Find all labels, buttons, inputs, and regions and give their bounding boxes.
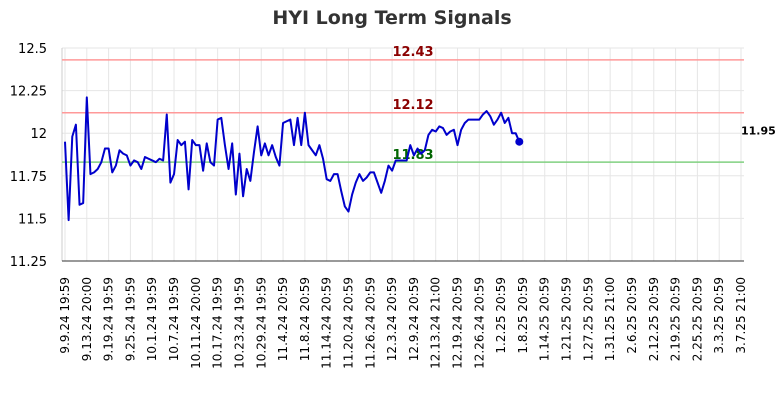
last-point-label: 11.95 xyxy=(741,125,776,138)
x-tick-label: 11.26.24 20:59 xyxy=(363,277,377,369)
y-tick-label: 12 xyxy=(30,127,47,142)
x-tick-label: 10.7.24 19:59 xyxy=(167,277,181,361)
x-tick-label: 9.19.24 19:59 xyxy=(102,277,116,361)
x-tick-label: 11.20.24 20:59 xyxy=(341,277,355,369)
x-tick-label: 10.17.24 19:59 xyxy=(211,277,225,369)
x-tick-label: 3.7.25 21:00 xyxy=(734,277,748,354)
reference-line-label: 12.43 xyxy=(392,45,433,60)
x-tick-label: 12.13.24 21:00 xyxy=(429,277,443,369)
x-tick-label: 11.4.24 20:59 xyxy=(276,277,290,361)
x-tick-label: 1.8.25 20:59 xyxy=(516,277,530,354)
x-tick-label: 1.2.25 20:59 xyxy=(494,277,508,354)
chart-title: HYI Long Term Signals xyxy=(272,7,512,29)
x-tick-label: 1.21.25 20:59 xyxy=(560,277,574,361)
reference-line-label: 12.12 xyxy=(392,98,433,113)
y-tick-label: 11.5 xyxy=(18,212,47,227)
x-tick-label: 12.26.24 20:59 xyxy=(472,277,486,369)
y-tick-label: 11.75 xyxy=(10,170,47,185)
x-tick-label: 10.1.24 19:59 xyxy=(145,277,159,361)
x-tick-label: 11.8.24 20:59 xyxy=(298,277,312,361)
x-tick-label: 1.27.25 20:59 xyxy=(581,277,595,361)
x-tick-label: 2.19.25 20:59 xyxy=(669,277,683,361)
x-tick-label: 11.14.24 20:59 xyxy=(320,277,334,369)
y-tick-label: 12.5 xyxy=(18,42,47,57)
x-tick-label: 1.14.25 20:59 xyxy=(538,277,552,361)
x-tick-label: 3.3.25 20:59 xyxy=(712,277,726,354)
x-tick-label: 1.31.25 21:00 xyxy=(603,277,617,361)
y-tick-label: 11.25 xyxy=(10,255,47,270)
x-tick-label: 12.3.24 20:59 xyxy=(385,277,399,361)
x-tick-label: 9.13.24 20:00 xyxy=(80,277,94,361)
x-tick-label: 12.19.24 20:59 xyxy=(451,277,465,369)
x-tick-label: 10.11.24 20:00 xyxy=(189,277,203,369)
last-point-marker xyxy=(515,137,524,146)
x-tick-label: 2.12.25 20:59 xyxy=(647,277,661,361)
x-tick-label: 2.25.25 20:59 xyxy=(690,277,704,361)
x-tick-label: 10.23.24 19:59 xyxy=(232,277,246,369)
x-tick-label: 9.9.24 19:59 xyxy=(58,277,72,354)
x-tick-label: 12.9.24 20:59 xyxy=(407,277,421,361)
x-tick-label: 9.25.24 19:59 xyxy=(123,277,137,361)
y-tick-label: 12.25 xyxy=(10,85,47,100)
series-line xyxy=(64,96,521,222)
x-tick-label: 10.29.24 19:59 xyxy=(254,277,268,369)
x-tick-label: 2.6.25 20:59 xyxy=(625,277,639,354)
